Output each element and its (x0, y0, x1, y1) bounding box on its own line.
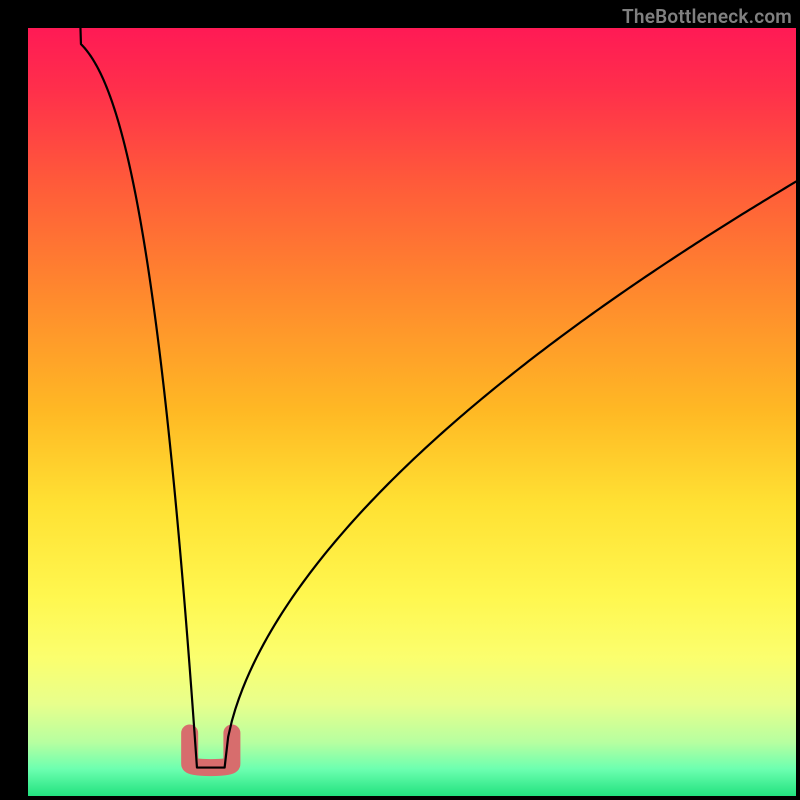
bottleneck-curve-chart (0, 0, 800, 800)
chart-stage: TheBottleneck.com (0, 0, 800, 800)
gradient-backdrop (28, 28, 796, 796)
